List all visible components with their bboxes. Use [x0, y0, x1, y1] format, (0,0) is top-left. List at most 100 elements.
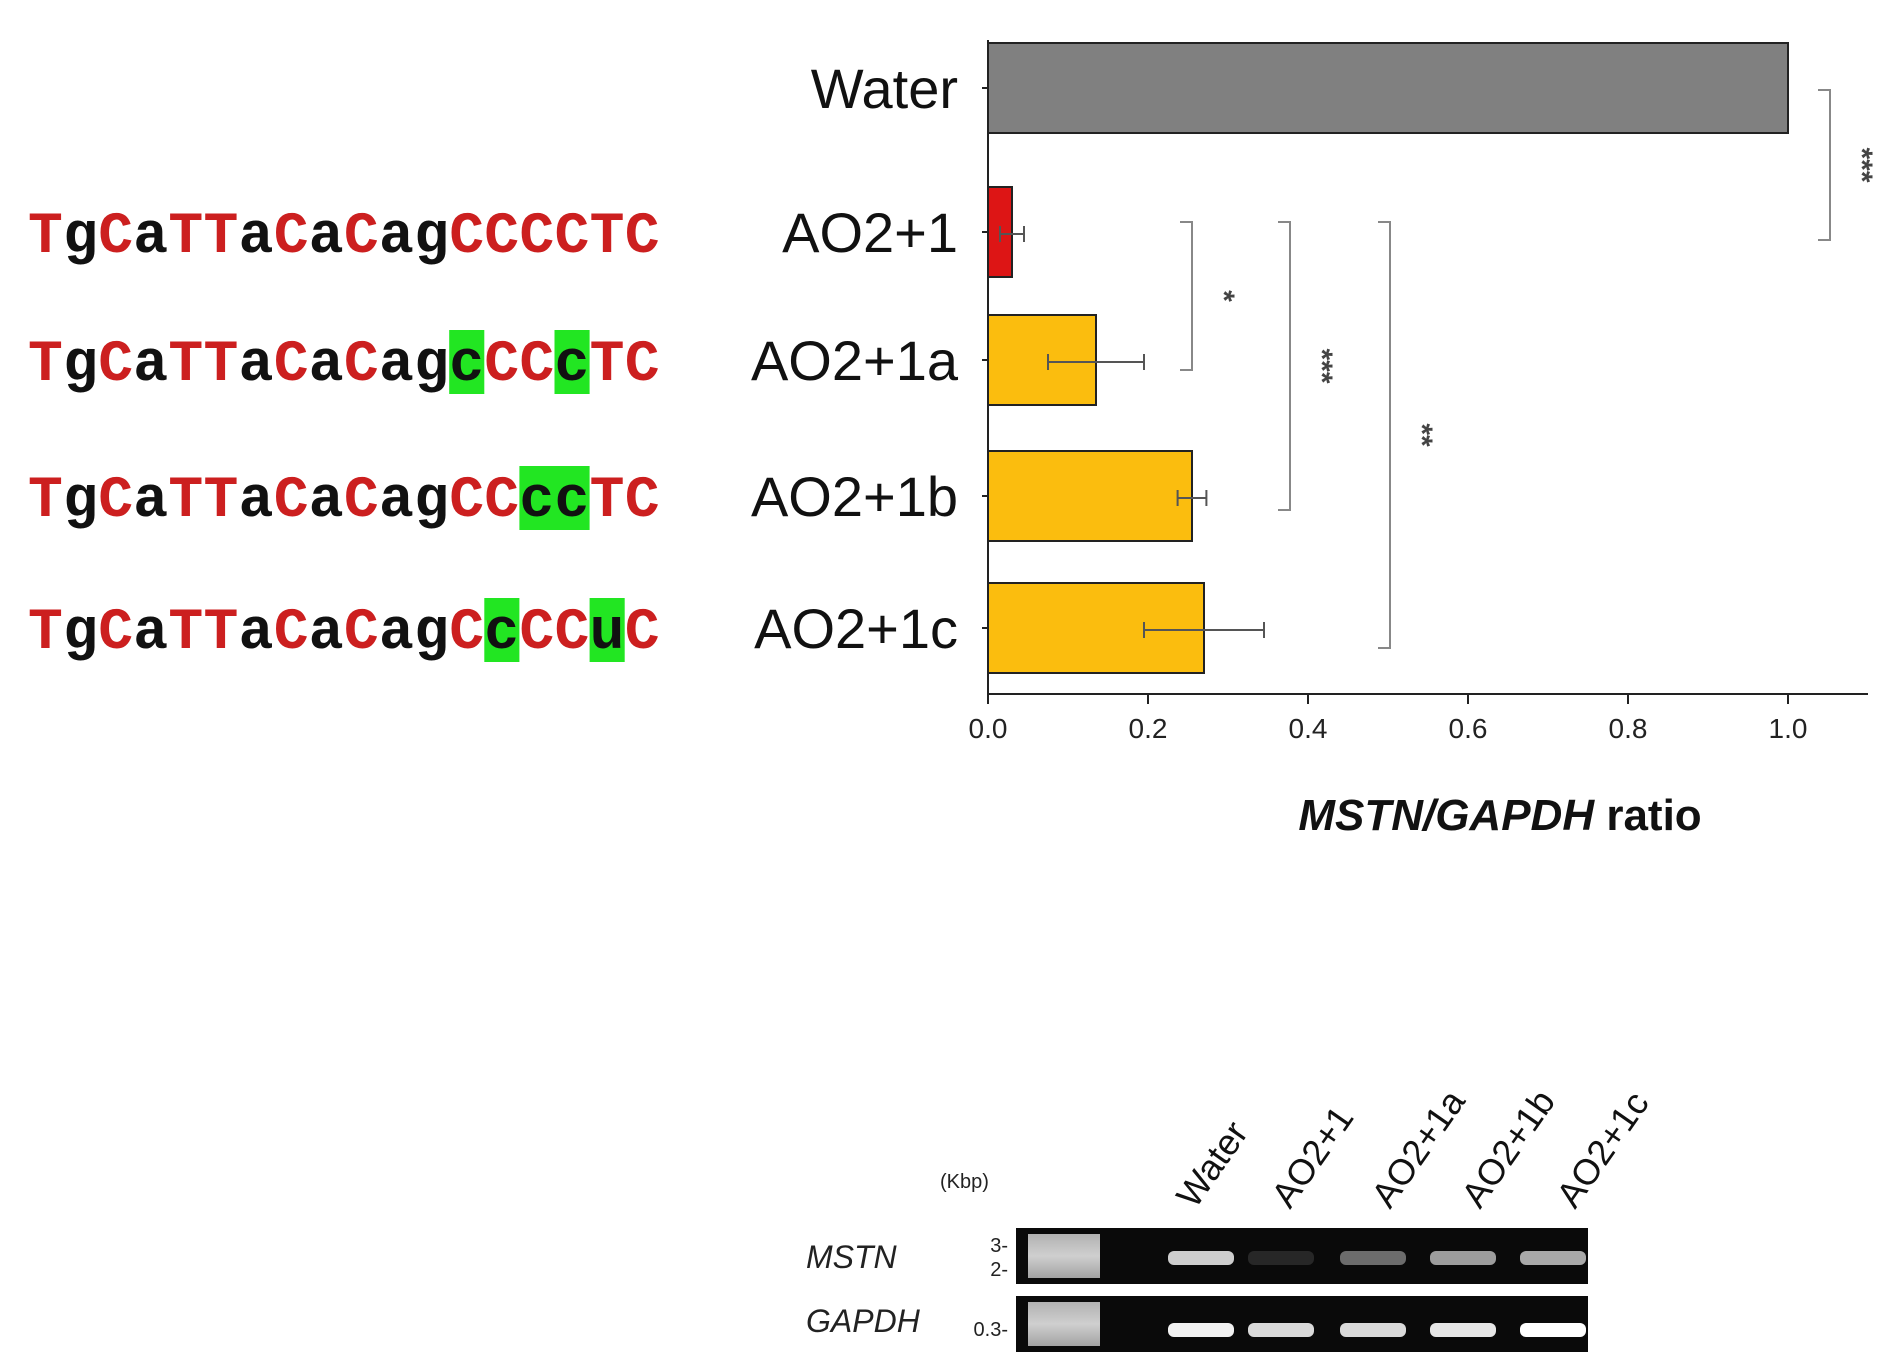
significance-bracket: *** — [1278, 221, 1338, 511]
sequence-base: a — [309, 333, 344, 398]
gel-size-marker: 2- — [990, 1259, 1008, 1281]
sequence-base: c — [449, 333, 484, 398]
sequence-base: g — [414, 601, 449, 666]
gel-rows: MSTN 3-2- GAPDH 0.3- — [806, 1228, 1588, 1352]
ladder-lane — [1028, 1302, 1100, 1346]
sequence-base: C — [344, 601, 379, 666]
sequence-base: C — [555, 601, 590, 666]
axes: 0.0 0.2 0.4 0.6 0.8 1.0 — [969, 40, 1868, 744]
sequence-text: TgCaTTaCaCagCcCCuC — [28, 601, 660, 666]
category-label: Water — [811, 57, 958, 120]
sequence-base: a — [379, 469, 414, 534]
sequence-text: TgCaTTaCaCagCCCCTC — [28, 205, 660, 270]
sequence-base: a — [133, 469, 168, 534]
gel-row: MSTN 3-2- — [806, 1228, 1588, 1284]
gel-size-marker: 3- — [990, 1235, 1008, 1257]
gel-lane-label: AO2+1 — [1263, 1098, 1361, 1214]
gel-lane-label: Water — [1168, 1114, 1256, 1215]
sequence-base: a — [239, 333, 274, 398]
x-tick-label: 1.0 — [1769, 713, 1808, 744]
sequence-base: C — [519, 333, 554, 398]
modified-base-highlight — [589, 598, 625, 662]
sequence-base: C — [344, 469, 379, 534]
sequence-panel: TgCaTTaCaCagCCCCTCTgCaTTaCaCagcCCcTCTgCa… — [28, 205, 660, 666]
sequence-base: a — [239, 205, 274, 270]
sequence-row: TgCaTTaCaCagcCCcTC — [28, 330, 660, 398]
gel-lane-label: AO2+1c — [1548, 1084, 1657, 1215]
sequence-base: C — [484, 469, 519, 534]
category-labels: Water AO2+1 AO2+1a AO2+1b AO2+1c — [751, 57, 959, 660]
sequence-base: g — [63, 601, 98, 666]
bar — [987, 582, 1205, 674]
sequence-base: C — [98, 469, 133, 534]
modified-base-highlight — [484, 598, 520, 662]
sequence-base: g — [63, 469, 98, 534]
sequence-base: g — [414, 333, 449, 398]
sequence-base: T — [168, 333, 203, 398]
sequence-base: c — [555, 333, 590, 398]
error-bars — [999, 226, 1265, 638]
category-label: AO2+1c — [754, 597, 958, 660]
x-axis-label-plain: ratio — [1594, 791, 1702, 840]
x-tick-label: 0.6 — [1449, 713, 1488, 744]
sequence-base: C — [344, 205, 379, 270]
modified-base-highlight — [554, 330, 590, 394]
error-bar — [1176, 490, 1208, 506]
sequence-base: T — [204, 333, 239, 398]
gel-row-label: GAPDH — [806, 1303, 921, 1339]
significance-bracket: ** — [1378, 221, 1438, 649]
sequence-base: T — [28, 469, 63, 534]
sequence-base: C — [274, 469, 309, 534]
significance-label: * — [1207, 290, 1240, 302]
category-label: AO2+1a — [751, 329, 959, 392]
sequence-base: a — [133, 333, 168, 398]
modified-base-highlight — [554, 466, 590, 530]
sequence-base: u — [590, 601, 625, 666]
sequence-base: a — [133, 205, 168, 270]
x-tick-label: 0.4 — [1289, 713, 1328, 744]
gel-band — [1430, 1251, 1496, 1265]
category-label: AO2+1 — [782, 201, 958, 264]
sequence-row: TgCaTTaCaCagCcCCuC — [28, 598, 660, 666]
sequence-base: C — [484, 205, 519, 270]
sequence-base: g — [63, 205, 98, 270]
sequence-base: T — [28, 205, 63, 270]
significance-label: ** — [1405, 423, 1438, 447]
sequence-base: C — [625, 205, 660, 270]
sequence-base: T — [204, 205, 239, 270]
gel-band — [1340, 1251, 1406, 1265]
modified-base-highlight — [519, 466, 555, 530]
sequence-base: C — [484, 333, 519, 398]
sequence-base: T — [590, 205, 625, 270]
gel-row: GAPDH 0.3- — [806, 1296, 1588, 1352]
gel-band — [1248, 1323, 1314, 1337]
sequence-base: C — [98, 601, 133, 666]
sequence-base: C — [519, 205, 554, 270]
sequence-base: C — [449, 205, 484, 270]
category-label: AO2+1b — [751, 465, 958, 528]
sequence-base: a — [309, 601, 344, 666]
sequence-base: C — [274, 601, 309, 666]
significance-brackets: ********* — [1180, 89, 1878, 649]
sequence-base: c — [519, 469, 554, 534]
x-tick-label: 0.2 — [1129, 713, 1168, 744]
sequence-text: TgCaTTaCaCagcCCcTC — [28, 333, 660, 398]
sequence-base: C — [274, 333, 309, 398]
sequence-row: TgCaTTaCaCagCCccTC — [28, 466, 660, 534]
sequence-base: T — [168, 601, 203, 666]
sequence-base: C — [625, 333, 660, 398]
gel-band — [1430, 1323, 1496, 1337]
gel-size-marker: 0.3- — [974, 1319, 1008, 1341]
sequence-row: TgCaTTaCaCagCCCCTC — [28, 205, 660, 270]
bar — [987, 42, 1789, 134]
gel-row-label: MSTN — [806, 1239, 898, 1275]
sequence-base: T — [28, 333, 63, 398]
bar — [987, 450, 1193, 542]
sequence-base: a — [133, 601, 168, 666]
sequence-base: a — [239, 469, 274, 534]
sequence-text: TgCaTTaCaCagCCccTC — [28, 469, 660, 534]
gel-band — [1168, 1251, 1234, 1265]
